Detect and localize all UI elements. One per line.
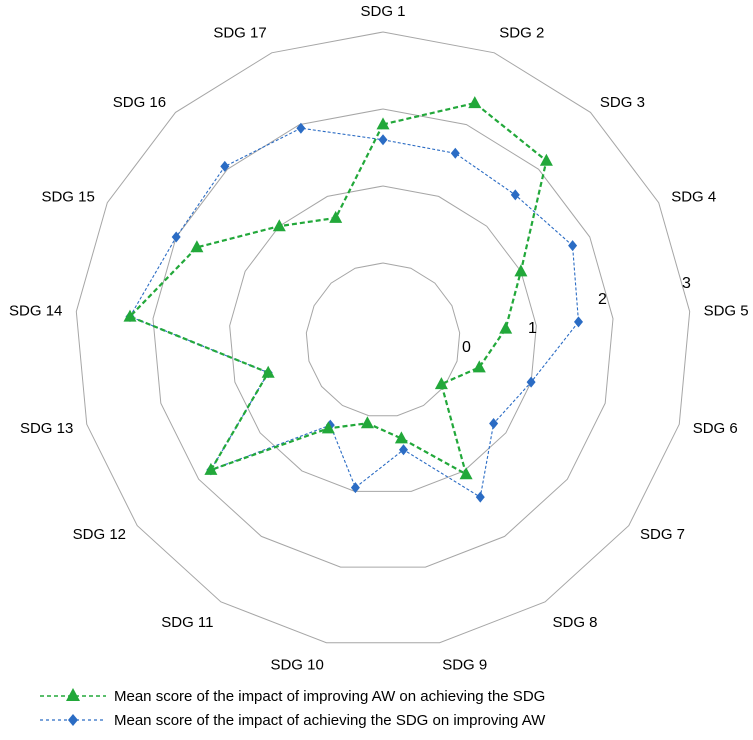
series-blue [125, 122, 583, 503]
category-label-3: SDG 3 [600, 94, 645, 111]
blue-point-15 [171, 231, 181, 243]
blue-point-7 [489, 418, 499, 429]
tick-label-0: 0 [462, 339, 471, 356]
blue-point-2 [450, 147, 460, 159]
blue-point-10 [350, 482, 360, 494]
green-point-3 [539, 153, 553, 166]
category-label-16: SDG 16 [113, 94, 166, 111]
green-point-2 [468, 96, 482, 109]
series-green [123, 96, 553, 480]
category-label-6: SDG 6 [693, 420, 738, 437]
category-label-17: SDG 17 [213, 25, 266, 42]
green-point-16 [272, 219, 286, 232]
grid-ring-1 [229, 185, 537, 492]
green-point-11 [321, 421, 335, 434]
category-label-4: SDG 4 [671, 189, 716, 206]
blue-point-16 [220, 160, 230, 172]
blue-point-17 [296, 122, 306, 134]
green-point-9 [394, 431, 408, 444]
tick-label-1: 1 [528, 320, 537, 337]
legend-label-green: Mean score of the impact of improving AW… [114, 687, 546, 705]
blue-point-1 [378, 134, 388, 146]
category-label-14: SDG 14 [9, 302, 62, 319]
blue-point-9 [399, 444, 408, 456]
category-label-12: SDG 12 [73, 526, 126, 543]
tick-label-3: 3 [682, 275, 691, 292]
blue-point-4 [568, 240, 578, 252]
category-label-2: SDG 2 [499, 25, 544, 42]
green-point-5 [499, 321, 513, 334]
category-label-15: SDG 15 [41, 189, 94, 206]
green-point-1 [376, 117, 390, 130]
legend-triangle-symbol [40, 688, 106, 701]
series-line-green [128, 101, 548, 477]
category-label-7: SDG 7 [640, 526, 685, 543]
category-label-10: SDG 10 [270, 657, 323, 674]
green-point-13 [261, 365, 275, 378]
category-labels: SDG 1 SDG 2 SDG 3 SDG 4 SDG 5 SDG 6 SDG 7 SDG 8… [9, 3, 749, 674]
radar-grid [75, 31, 691, 644]
green-point-15 [190, 240, 204, 253]
blue-point-3 [510, 189, 520, 201]
series-line-blue [129, 127, 580, 499]
blue-point-6 [526, 376, 536, 388]
green-point-10 [360, 416, 374, 429]
category-label-5: SDG 5 [704, 302, 749, 319]
green-point-6 [472, 360, 486, 373]
legend-item-blue: Mean score of the impact of achieving th… [40, 708, 545, 732]
category-label-8: SDG 8 [553, 614, 598, 631]
green-point-17 [329, 210, 343, 223]
tick-labels: 0 1 2 3 [462, 275, 691, 356]
category-label-13: SDG 13 [20, 420, 73, 437]
green-point-4 [514, 264, 528, 277]
blue-point-5 [574, 316, 583, 328]
series-layer [123, 96, 583, 503]
radar-chart: SDG 1 SDG 2 SDG 3 SDG 4 SDG 5 SDG 6 SDG 7 SDG 8… [9, 3, 749, 674]
legend: Mean score of the impact of improving AW… [40, 684, 545, 732]
legend-item-green: Mean score of the impact of improving AW… [40, 684, 545, 708]
grid-ring-0 [305, 262, 461, 417]
grid-ring-3 [75, 31, 691, 644]
category-label-1: SDG 1 [360, 3, 405, 20]
category-label-9: SDG 9 [442, 657, 487, 674]
blue-point-8 [475, 491, 485, 503]
tick-label-2: 2 [598, 291, 607, 308]
green-point-12 [204, 462, 218, 475]
green-point-14 [123, 309, 137, 322]
grid-ring-2 [152, 108, 614, 568]
legend-diamond-symbol [40, 714, 106, 726]
legend-label-blue: Mean score of the impact of achieving th… [114, 711, 546, 729]
green-point-8 [459, 467, 473, 480]
green-point-7 [434, 377, 448, 390]
category-label-11: SDG 11 [161, 614, 213, 631]
